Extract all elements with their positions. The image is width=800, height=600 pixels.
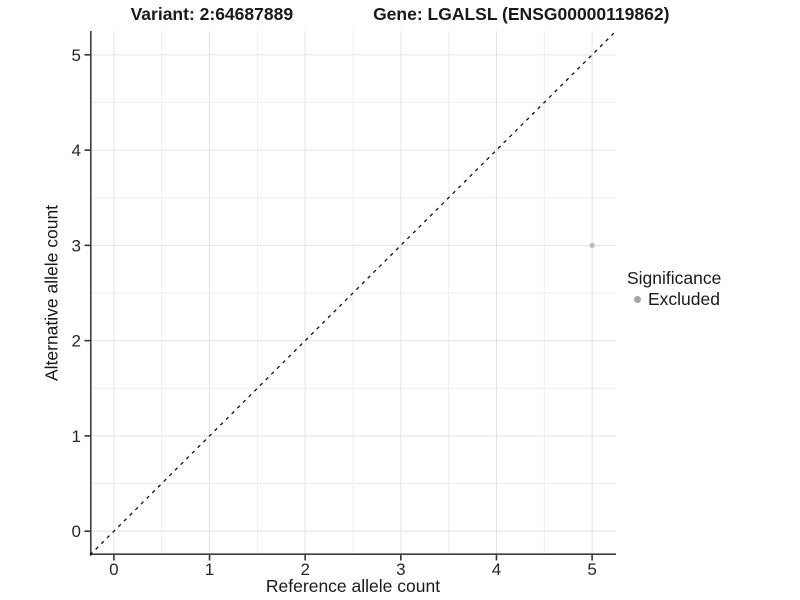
legend: Significance Excluded xyxy=(627,269,721,309)
y-tick-label: 3 xyxy=(72,236,81,255)
y-tick-label: 2 xyxy=(72,332,81,351)
x-tick-label: 3 xyxy=(396,560,405,579)
legend-item-excluded: Excluded xyxy=(627,290,721,309)
y-tick-label: 5 xyxy=(72,46,81,65)
y-axis-title: Alternative allele count xyxy=(41,204,62,382)
x-tick-label: 2 xyxy=(300,560,309,579)
plot-title-variant: Variant: 2:64687889 xyxy=(130,4,294,24)
x-tick-label: 1 xyxy=(205,560,214,579)
identity-line xyxy=(89,30,617,556)
legend-item-label: Excluded xyxy=(648,289,720,309)
data-point xyxy=(589,242,595,248)
x-tick-label: 5 xyxy=(587,560,596,579)
legend-title: Significance xyxy=(627,268,722,288)
plot-title-gene: Gene: LGALSL (ENSG00000119862) xyxy=(373,4,670,24)
x-tick-label: 4 xyxy=(492,560,501,579)
x-tick-label: 0 xyxy=(109,560,118,579)
y-tick-label: 1 xyxy=(72,427,81,446)
legend-point-icon xyxy=(634,296,641,303)
plot-title: Variant: 2:64687889 Gene: LGALSL (ENSG00… xyxy=(0,4,800,24)
y-tick-label: 4 xyxy=(72,141,81,160)
y-tick-label: 0 xyxy=(72,522,81,541)
x-axis-title: Reference allele count xyxy=(265,576,441,596)
